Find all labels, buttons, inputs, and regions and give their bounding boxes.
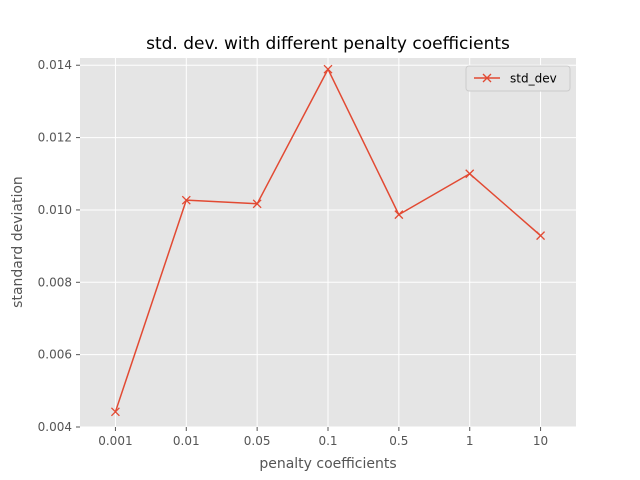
y-tick-label: 0.012 [38,131,72,145]
y-tick-label: 0.008 [38,275,72,289]
y-tick-label: 0.010 [38,203,72,217]
chart-title: std. dev. with different penalty coeffic… [146,34,510,54]
data-point [465,169,475,179]
y-tick-label: 0.006 [38,348,72,362]
legend-box [465,65,571,92]
x-tick-label: 0.1 [318,434,337,448]
legend-marker-x [482,73,492,83]
x-tick-label: 0.01 [173,434,200,448]
data-point [394,210,404,220]
data-point [536,231,546,241]
data-point [323,64,333,74]
grid [80,58,576,428]
y-axis-label: standard deviation [10,176,26,308]
data-point [110,407,120,417]
y-tick-label: 0.004 [38,420,72,434]
data-point [181,195,191,205]
x-tick-label: 0.001 [98,434,132,448]
x-tick-label: 10 [533,434,548,448]
x-tick-label: 0.5 [389,434,408,448]
x-tick-label: 1 [466,434,474,448]
x-axis-label: penalty coefficients [259,456,396,472]
data-point [252,199,262,209]
legend: std_dev [465,65,571,92]
axes-ticks: 0.001 0.01 0.05 0.1 0.5 1 10 0.004 0.006 0.008 0.0… [38,58,549,448]
legend-label-std-dev: std_dev [510,72,557,86]
x-tick-label: 0.05 [244,434,271,448]
series-layer [110,64,546,417]
y-tick-label: 0.014 [38,58,72,72]
